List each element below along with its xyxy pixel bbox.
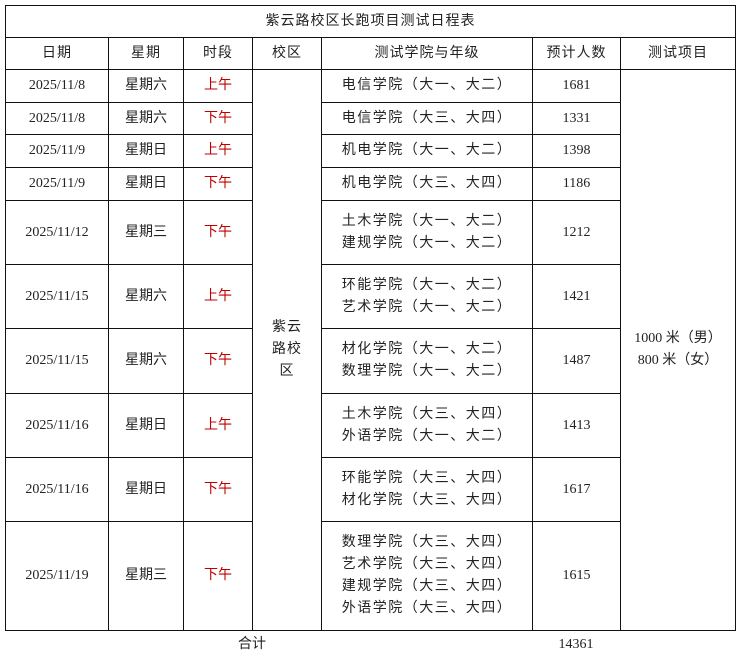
dept-line: 艺术学院（大三、大四） <box>341 557 513 572</box>
dept-line: 电信学院（大一、大二） <box>341 78 513 93</box>
dept-line: 建规学院（大三、大四） <box>341 579 513 594</box>
header-count: 预计人数 <box>532 37 621 70</box>
weekday-cell: 星期三 <box>108 200 184 265</box>
header-depts: 测试学院与年级 <box>321 37 533 70</box>
count-cell: 1331 <box>532 102 621 135</box>
depts-cell: 电信学院（大一、大二） <box>321 69 533 103</box>
header-date: 日期 <box>5 37 109 70</box>
dept-line: 土木学院（大三、大四） <box>341 406 513 422</box>
period-cell: 下午 <box>183 102 253 135</box>
count-cell: 1186 <box>532 167 621 201</box>
date-cell: 2025/11/16 <box>5 393 109 458</box>
depts-cell: 电信学院（大三、大四） <box>321 102 533 135</box>
count-cell: 1617 <box>532 457 621 522</box>
date-cell: 2025/11/15 <box>5 328 109 394</box>
dept-line: 电信学院（大三、大四） <box>341 110 513 126</box>
dept-line: 环能学院（大三、大四） <box>341 470 513 486</box>
table-row: 2025/11/8 星期六 下午 电信学院（大三、大四） 1331 <box>5 102 736 135</box>
test-items-cell: 1000 米（男） 800 米（女） <box>620 69 736 631</box>
depts-cell: 数理学院（大三、大四） 艺术学院（大三、大四） 建规学院（大三、大四） 外语学院（大三… <box>321 521 533 631</box>
test-item: 800 米（女） <box>637 353 719 368</box>
total-label: 合计 <box>238 637 266 652</box>
period-cell: 下午 <box>183 167 253 201</box>
table-row: 2025/11/12 星期三 下午 土木学院（大一、大二） 建规学院（大一、大二） 121… <box>5 200 736 265</box>
table-row: 2025/11/9 星期日 上午 机电学院（大一、大二） 1398 <box>5 134 736 168</box>
period-cell: 上午 <box>183 134 253 168</box>
date-cell: 2025/11/9 <box>5 167 109 201</box>
dept-line: 外语学院（大一、大二） <box>341 428 513 444</box>
weekday-cell: 星期六 <box>108 69 184 103</box>
count-cell: 1487 <box>532 328 621 394</box>
period-cell: 上午 <box>183 393 253 458</box>
count-cell: 1398 <box>532 134 621 168</box>
table-row: 2025/11/15 星期六 下午 材化学院（大一、大二） 数理学院（大一、大二） 148… <box>5 328 736 394</box>
depts-cell: 环能学院（大三、大四） 材化学院（大三、大四） <box>321 457 533 522</box>
date-cell: 2025/11/8 <box>5 69 109 103</box>
dept-line: 数理学院（大一、大二） <box>341 364 513 379</box>
header-campus: 校区 <box>252 37 322 70</box>
weekday-cell: 星期日 <box>108 393 184 458</box>
depts-cell: 机电学院（大一、大二） <box>321 134 533 168</box>
dept-line: 土木学院（大一、大二） <box>341 213 513 229</box>
depts-cell: 土木学院（大一、大二） 建规学院（大一、大二） <box>321 200 533 265</box>
date-cell: 2025/11/16 <box>5 457 109 522</box>
count-cell: 1421 <box>532 264 621 329</box>
weekday-cell: 星期日 <box>108 167 184 201</box>
period-cell: 上午 <box>183 69 253 103</box>
dept-line: 机电学院（大一、大二） <box>341 143 513 158</box>
count-cell: 1681 <box>532 69 621 103</box>
weekday-cell: 星期六 <box>108 102 184 135</box>
period-cell: 下午 <box>183 521 253 631</box>
depts-cell: 材化学院（大一、大二） 数理学院（大一、大二） <box>321 328 533 394</box>
dept-line: 建规学院（大一、大二） <box>341 235 513 251</box>
dept-line: 材化学院（大一、大二） <box>341 342 513 357</box>
header-period: 时段 <box>183 37 253 70</box>
dept-line: 环能学院（大一、大二） <box>341 277 513 293</box>
campus-name: 紫云路校区 <box>272 320 302 379</box>
dept-line: 数理学院（大三、大四） <box>341 535 513 550</box>
period-cell: 上午 <box>183 264 253 329</box>
date-cell: 2025/11/12 <box>5 200 109 265</box>
table-row: 2025/11/16 星期日 下午 环能学院（大三、大四） 材化学院（大三、大四） 161… <box>5 457 736 522</box>
depts-cell: 机电学院（大三、大四） <box>321 167 533 201</box>
dept-line: 外语学院（大三、大四） <box>341 601 513 616</box>
count-cell: 1212 <box>532 200 621 265</box>
test-item: 1000 米（男） <box>634 331 722 346</box>
period-cell: 下午 <box>183 457 253 522</box>
dept-line: 艺术学院（大一、大二） <box>341 299 513 315</box>
dept-line: 机电学院（大三、大四） <box>341 176 513 191</box>
table-title: 紫云路校区长跑项目测试日程表 <box>5 5 736 38</box>
count-cell: 1615 <box>532 521 621 631</box>
total-value: 14361 <box>558 637 594 652</box>
date-cell: 2025/11/9 <box>5 134 109 168</box>
weekday-cell: 星期六 <box>108 328 184 394</box>
weekday-cell: 星期日 <box>108 457 184 522</box>
header-test-items: 测试项目 <box>620 37 736 70</box>
period-cell: 下午 <box>183 200 253 265</box>
table-row: 2025/11/15 星期六 上午 环能学院（大一、大二） 艺术学院（大一、大二） 142… <box>5 264 736 329</box>
table-row: 2025/11/16 星期日 上午 土木学院（大三、大四） 外语学院（大一、大二） 141… <box>5 393 736 458</box>
table-row: 2025/11/8 星期六 上午 紫云路校区 电信学院（大一、大二） 1681 1000 米… <box>5 69 736 631</box>
table-row: 2025/11/19 星期三 下午 数理学院（大三、大四） 艺术学院（大三、大四） 建规学… <box>5 521 736 631</box>
weekday-cell: 星期三 <box>108 521 184 631</box>
header-weekday: 星期 <box>108 37 184 70</box>
dept-line: 材化学院（大三、大四） <box>341 492 513 508</box>
header-row: 日期 星期 时段 校区 测试学院与年级 预计人数 测试项目 <box>5 37 736 70</box>
depts-cell: 环能学院（大一、大二） 艺术学院（大一、大二） <box>321 264 533 329</box>
count-cell: 1413 <box>532 393 621 458</box>
schedule-table: 紫云路校区长跑项目测试日程表 日期 星期 时段 校区 测试学院与年级 预计人数 … <box>5 5 736 631</box>
weekday-cell: 星期日 <box>108 134 184 168</box>
date-cell: 2025/11/15 <box>5 264 109 329</box>
table-row: 2025/11/9 星期日 下午 机电学院（大三、大四） 1186 <box>5 167 736 201</box>
date-cell: 2025/11/8 <box>5 102 109 135</box>
date-cell: 2025/11/19 <box>5 521 109 631</box>
period-cell: 下午 <box>183 328 253 394</box>
campus-cell: 紫云路校区 <box>252 69 322 631</box>
weekday-cell: 星期六 <box>108 264 184 329</box>
depts-cell: 土木学院（大三、大四） 外语学院（大一、大二） <box>321 393 533 458</box>
